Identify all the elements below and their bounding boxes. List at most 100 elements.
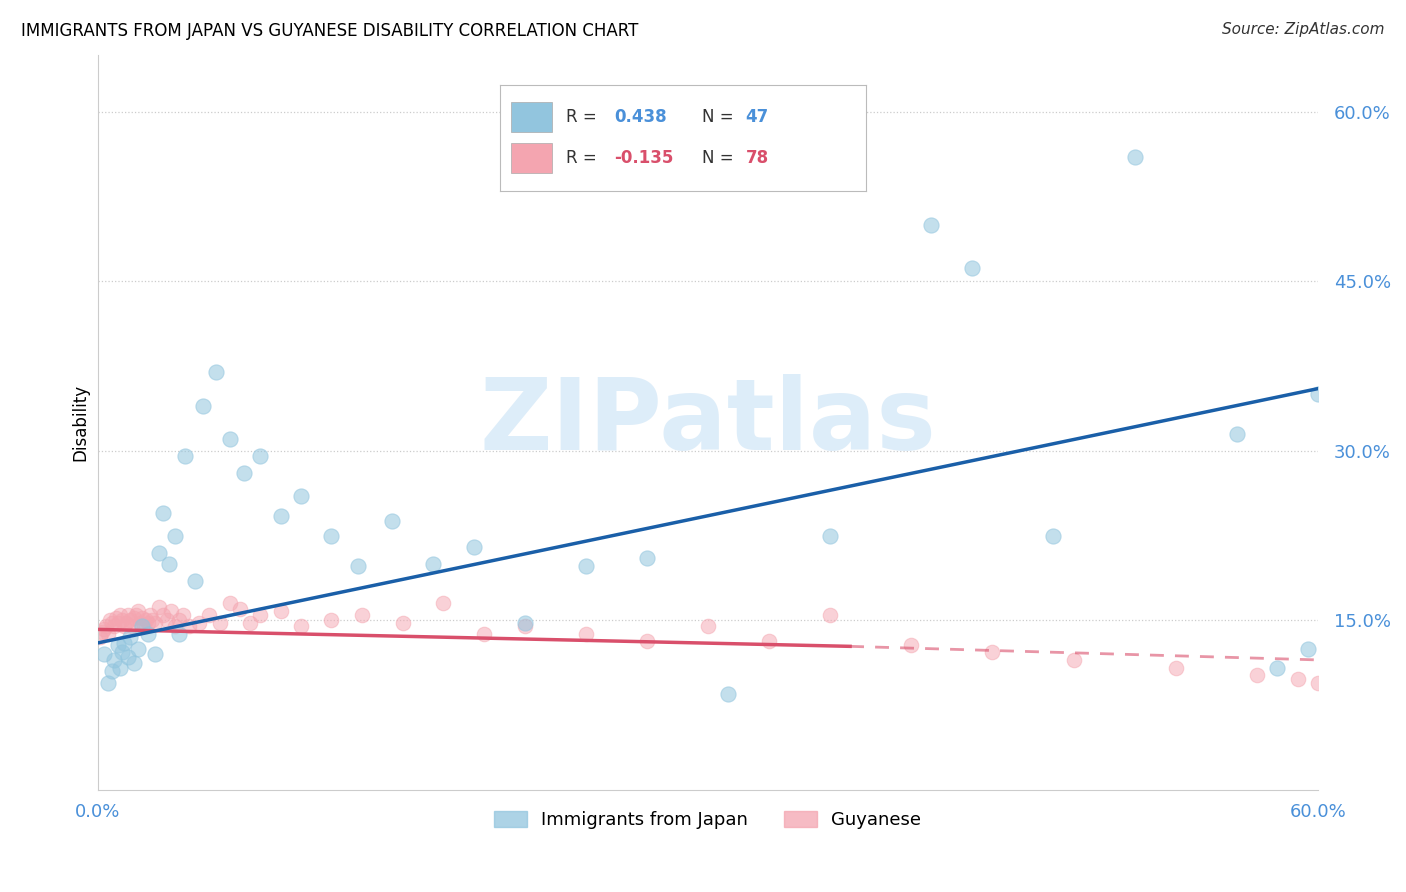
Point (117, 649, 139, 664)
Point (818, 528, 841, 542)
Point (198, 607, 221, 622)
Point (193, 399, 215, 413)
Point (163, 619, 186, 633)
Point (177, 619, 200, 633)
Point (122, 657, 145, 671)
Point (108, 607, 131, 622)
Point (143, 615, 166, 630)
Point (141, 613, 163, 627)
Point (1225, 426, 1247, 441)
Point (125, 607, 148, 622)
Point (204, 365, 226, 379)
Point (167, 613, 190, 627)
Point (148, 599, 170, 614)
Point (432, 596, 454, 610)
Point (513, 619, 536, 633)
Point (131, 611, 153, 625)
Point (513, 615, 536, 630)
Point (89, 630, 111, 644)
Point (636, 551, 658, 566)
Point (717, 687, 740, 701)
Point (90, 624, 112, 639)
Y-axis label: Disability: Disability (72, 384, 89, 461)
Point (143, 647, 166, 661)
Point (115, 615, 138, 630)
Point (381, 514, 404, 528)
Point (148, 545, 170, 559)
Point (94, 619, 117, 633)
Point (156, 613, 179, 627)
Point (127, 641, 149, 656)
Point (696, 619, 718, 633)
Point (290, 619, 312, 633)
Point (111, 613, 134, 627)
Point (157, 557, 180, 571)
Point (1123, 150, 1146, 164)
Point (167, 627, 190, 641)
Point (463, 540, 485, 554)
Text: Source: ZipAtlas.com: Source: ZipAtlas.com (1222, 22, 1385, 37)
Point (818, 607, 841, 622)
Point (152, 607, 174, 622)
Point (135, 613, 157, 627)
Point (134, 619, 156, 633)
Point (960, 260, 983, 275)
Point (112, 619, 135, 633)
Point (93, 647, 115, 661)
Point (120, 630, 142, 644)
Point (93, 623, 115, 637)
Point (350, 607, 373, 622)
Point (107, 615, 129, 630)
Point (575, 559, 598, 574)
Point (472, 627, 495, 641)
Point (122, 611, 145, 625)
Point (131, 619, 153, 633)
Point (229, 602, 252, 616)
Point (636, 633, 658, 648)
Point (920, 218, 942, 232)
Point (138, 627, 160, 641)
Point (218, 596, 240, 610)
Point (249, 450, 271, 464)
Point (152, 506, 174, 520)
Point (97, 627, 120, 641)
Point (129, 615, 152, 630)
Point (1286, 672, 1309, 686)
Text: ZIPatlas: ZIPatlas (479, 374, 936, 471)
Point (575, 627, 598, 641)
Point (758, 633, 780, 648)
Point (98, 613, 121, 627)
Point (1246, 667, 1268, 681)
Point (159, 604, 181, 618)
Point (139, 607, 162, 622)
Point (127, 604, 149, 618)
Point (101, 664, 124, 678)
Point (391, 615, 413, 630)
Point (1306, 387, 1329, 401)
Point (249, 607, 271, 622)
Point (218, 433, 240, 447)
Point (270, 604, 292, 618)
Point (104, 611, 127, 625)
Point (1063, 653, 1085, 667)
Point (121, 619, 143, 633)
Point (239, 615, 262, 630)
Point (174, 450, 197, 464)
Point (321, 613, 343, 627)
Point (321, 528, 343, 542)
Point (422, 557, 444, 571)
Point (120, 613, 142, 627)
Point (107, 638, 129, 652)
Point (208, 615, 231, 630)
Point (117, 607, 139, 622)
Point (108, 661, 131, 675)
Point (1164, 661, 1187, 675)
Point (103, 619, 125, 633)
Point (270, 509, 292, 524)
Point (981, 645, 1004, 659)
Point (111, 645, 134, 659)
Point (97, 675, 120, 690)
Point (138, 615, 160, 630)
Point (101, 615, 124, 630)
Point (1265, 661, 1288, 675)
